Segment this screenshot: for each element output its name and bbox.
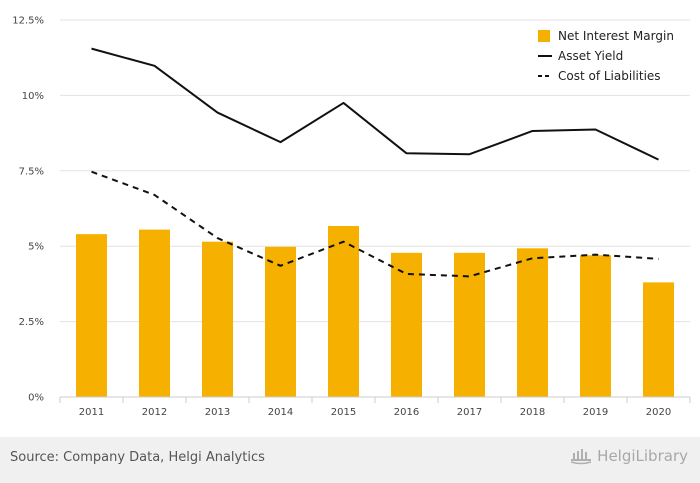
cost-of-liabilities-line [91,170,659,278]
legend-swatch-bar [538,30,550,42]
x-tick-label: 2013 [205,407,230,418]
y-tick-label: 7.5% [19,166,44,177]
y-tick-label: 2.5% [19,317,44,328]
helgi-logo-icon [570,449,592,465]
bar [328,225,359,397]
bar [580,255,611,397]
asset-yield-line [91,47,659,161]
y-tick-label: 10% [22,91,44,102]
bar [454,252,485,397]
bar [202,241,233,397]
source-text: Source: Company Data, Helgi Analytics [10,450,265,465]
chart-area: 0% 2.5% 5% 7.5% 10% 12.5% 2011 2012 2013 2014 2015… [12,16,691,418]
bar [643,282,674,397]
bar [517,248,548,397]
x-tick-label: 2016 [394,407,419,418]
y-tick-label: 0% [28,393,44,404]
x-tick-label: 2020 [646,407,671,418]
legend-label: Cost of Liabilities [558,69,661,83]
axes: 0% 2.5% 5% 7.5% 10% 12.5% 2011 2012 2013 2014 2015… [12,16,691,418]
bar [391,252,422,397]
x-tick-label: 2012 [142,407,167,418]
x-tick-label: 2017 [457,407,482,418]
legend-label: Net Interest Margin [558,29,674,43]
x-tick-label: 2019 [583,407,608,418]
bar-series [76,225,674,397]
legend: Net Interest Margin Asset Yield Cost of Li… [538,29,674,83]
x-tick-label: 2014 [268,407,293,418]
line-series [91,47,659,278]
bar [265,246,296,397]
y-tick-label: 5% [28,242,44,253]
footer: Source: Company Data, Helgi Analytics He… [0,437,700,483]
y-tick-label: 12.5% [12,16,44,27]
brand[interactable]: HelgiLibrary [570,447,688,465]
x-tick-label: 2018 [520,407,545,418]
bar [76,234,107,397]
x-tick-label: 2011 [79,407,104,418]
brand-name: HelgiLibrary [597,447,688,465]
bar [139,229,170,397]
legend-label: Asset Yield [558,49,623,63]
x-tick-label: 2015 [331,407,356,418]
